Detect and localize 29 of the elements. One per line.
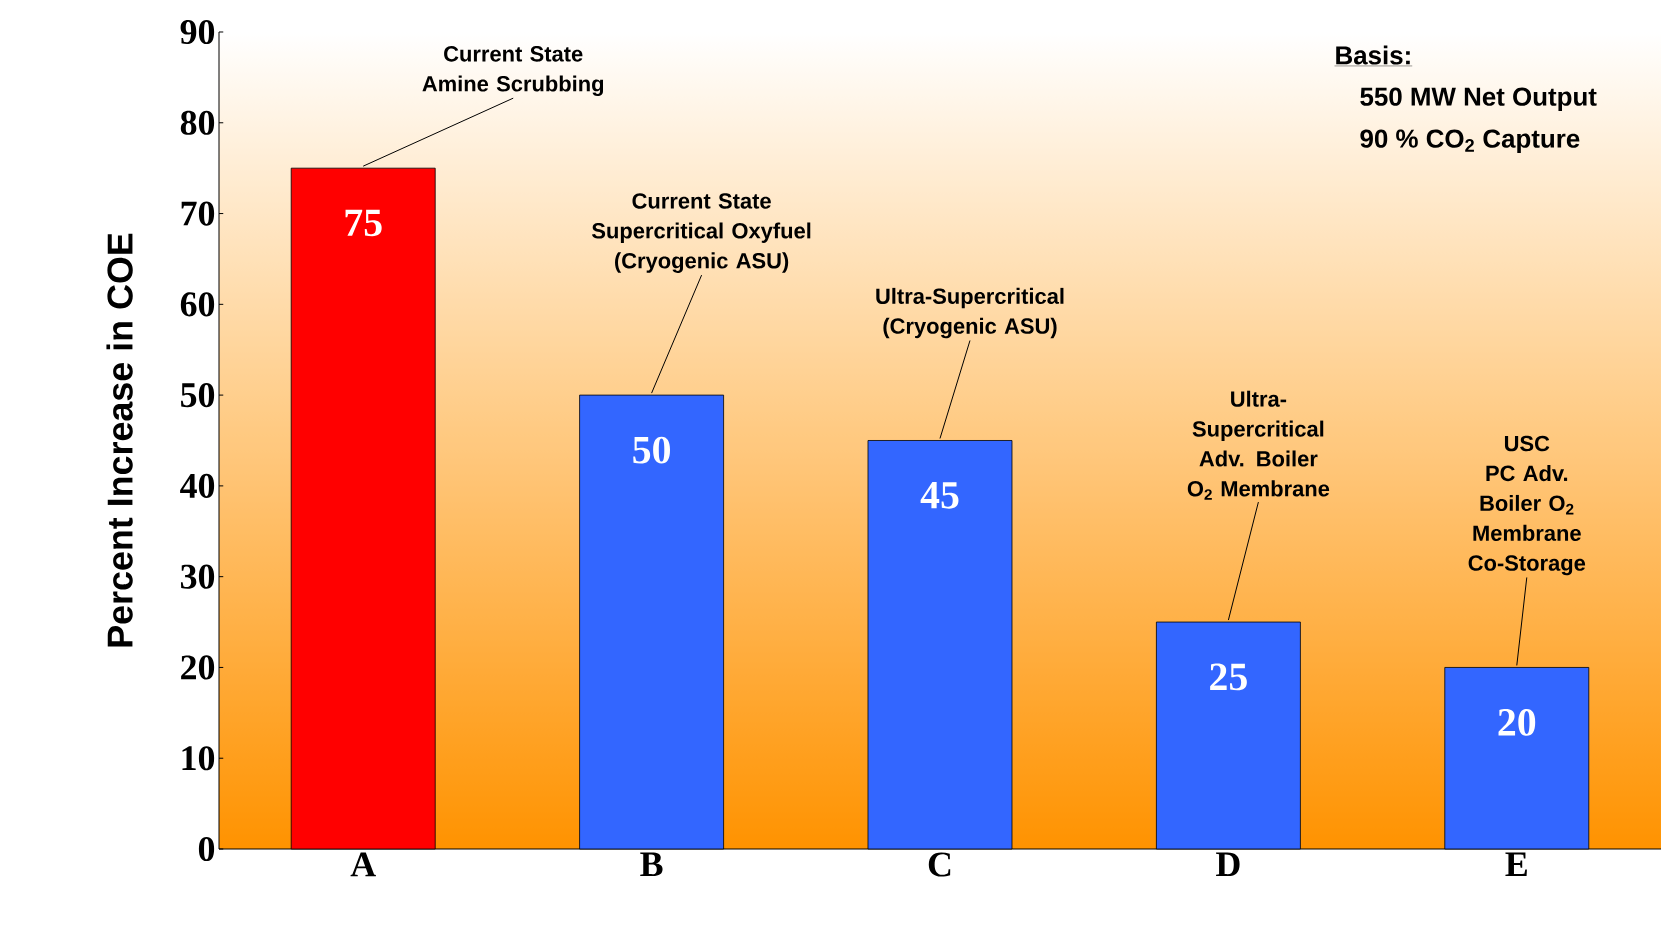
x-tick-label: C <box>928 852 951 877</box>
y-tick-label: 10 <box>182 746 215 771</box>
annotation: Basis: <box>1336 45 1410 65</box>
annotation: Ultra-Supercritical (Cryogenic ASU) <box>876 287 1064 339</box>
annotation: 550 MW Net Output <box>1360 87 1597 111</box>
y-tick-label: 50 <box>181 383 215 408</box>
y-tick-label: 80 <box>180 110 215 135</box>
data-label: 45 <box>920 482 959 509</box>
x-tick-label: D <box>1216 852 1240 877</box>
x-tick-label: E <box>1505 852 1527 876</box>
y-tick-label: 70 <box>181 201 215 226</box>
annotation: 90 % CO$_{2}$ Capture <box>1360 129 1580 153</box>
annotation: Ultra-Supercritical Adv. Boiler O$_{2}$ Membrane <box>1187 390 1330 500</box>
y-tick-label: 90 <box>180 19 215 45</box>
y-tick-label: 40 <box>180 473 215 498</box>
annotation: Current State Amine Scrubbing <box>422 46 604 96</box>
annotation: Current State Supercritical Oxyfuel (Cryogenic ASU) <box>591 193 811 273</box>
data-label: 20 <box>1498 708 1536 736</box>
y-axis-title: Percent Increase in COE <box>106 233 133 647</box>
data-label: 75 <box>345 209 382 237</box>
y-tick-label: 60 <box>180 292 215 317</box>
x-tick-label: A <box>350 852 376 877</box>
y-tick-label: 20 <box>181 655 215 680</box>
x-tick-label: B <box>640 852 663 877</box>
annotation: USC PC Adv. Boiler O$_{2}$ Membrane Co-Storage <box>1468 435 1586 576</box>
data-label: 50 <box>633 436 670 464</box>
data-label: 25 <box>1210 663 1247 691</box>
y-tick-label: 30 <box>180 564 215 589</box>
y-tick-label: 0 <box>198 836 215 862</box>
